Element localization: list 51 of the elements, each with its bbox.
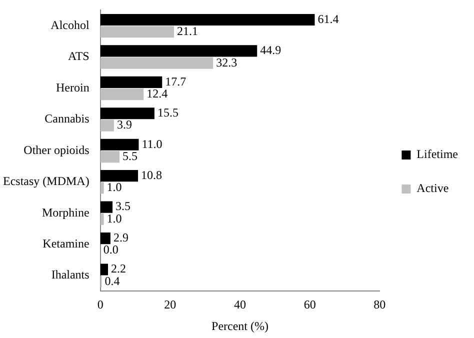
y-tick-label: Ihalants bbox=[51, 268, 90, 282]
y-tick-label: Cannabis bbox=[44, 112, 90, 126]
bar bbox=[100, 182, 104, 194]
data-label: 3.5 bbox=[116, 199, 131, 214]
bar bbox=[100, 26, 174, 38]
bar bbox=[100, 88, 144, 100]
data-label: 5.5 bbox=[122, 148, 138, 163]
data-label: 32.3 bbox=[216, 55, 238, 70]
bar bbox=[100, 14, 315, 26]
data-label: 44.9 bbox=[260, 43, 282, 58]
x-axis-title: Percent (%) bbox=[212, 318, 268, 333]
data-label: 3.9 bbox=[116, 118, 132, 132]
y-tick-label: Ketamine bbox=[42, 236, 90, 251]
bar bbox=[100, 138, 139, 150]
bar bbox=[100, 57, 214, 69]
legend-label: Active bbox=[416, 181, 449, 196]
bar bbox=[100, 120, 114, 132]
data-label: 17.7 bbox=[165, 74, 186, 88]
data-label: 21.1 bbox=[177, 24, 198, 38]
bar bbox=[100, 170, 138, 182]
bar bbox=[100, 45, 258, 57]
bar bbox=[100, 76, 162, 88]
bar bbox=[100, 232, 110, 244]
bar bbox=[100, 213, 104, 226]
y-tick-label: ATS bbox=[68, 49, 90, 64]
y-tick-label: Other opioids bbox=[24, 142, 90, 157]
x-tick-label: 40 bbox=[234, 298, 246, 312]
y-tick-label: Ecstasy (MDMA) bbox=[2, 174, 90, 188]
bar bbox=[100, 201, 113, 213]
y-tick-label: Heroin bbox=[56, 80, 90, 94]
x-tick-label: 0 bbox=[97, 298, 104, 312]
data-label: 15.5 bbox=[157, 106, 178, 120]
data-label: 2.9 bbox=[113, 230, 128, 244]
bar bbox=[100, 264, 108, 276]
y-tick-label: Morphine bbox=[42, 205, 90, 220]
data-label: 0.0 bbox=[103, 242, 118, 257]
bar bbox=[100, 151, 120, 163]
data-label: 61.4 bbox=[318, 12, 339, 26]
x-tick-label: 20 bbox=[164, 298, 176, 312]
data-label: 0.4 bbox=[104, 274, 120, 288]
data-label: 1.0 bbox=[106, 211, 122, 226]
legend-label: Lifetime bbox=[416, 147, 458, 162]
x-tick-label: 80 bbox=[374, 298, 386, 312]
x-tick-label: 60 bbox=[304, 298, 316, 312]
y-tick-label: Alcohol bbox=[50, 18, 90, 32]
data-label: 1.0 bbox=[106, 180, 122, 194]
data-label: 10.8 bbox=[141, 168, 162, 182]
data-label: 12.4 bbox=[146, 86, 168, 100]
data-label: 11.0 bbox=[142, 136, 162, 151]
bar bbox=[100, 108, 154, 120]
data-label: 2.2 bbox=[111, 262, 126, 276]
